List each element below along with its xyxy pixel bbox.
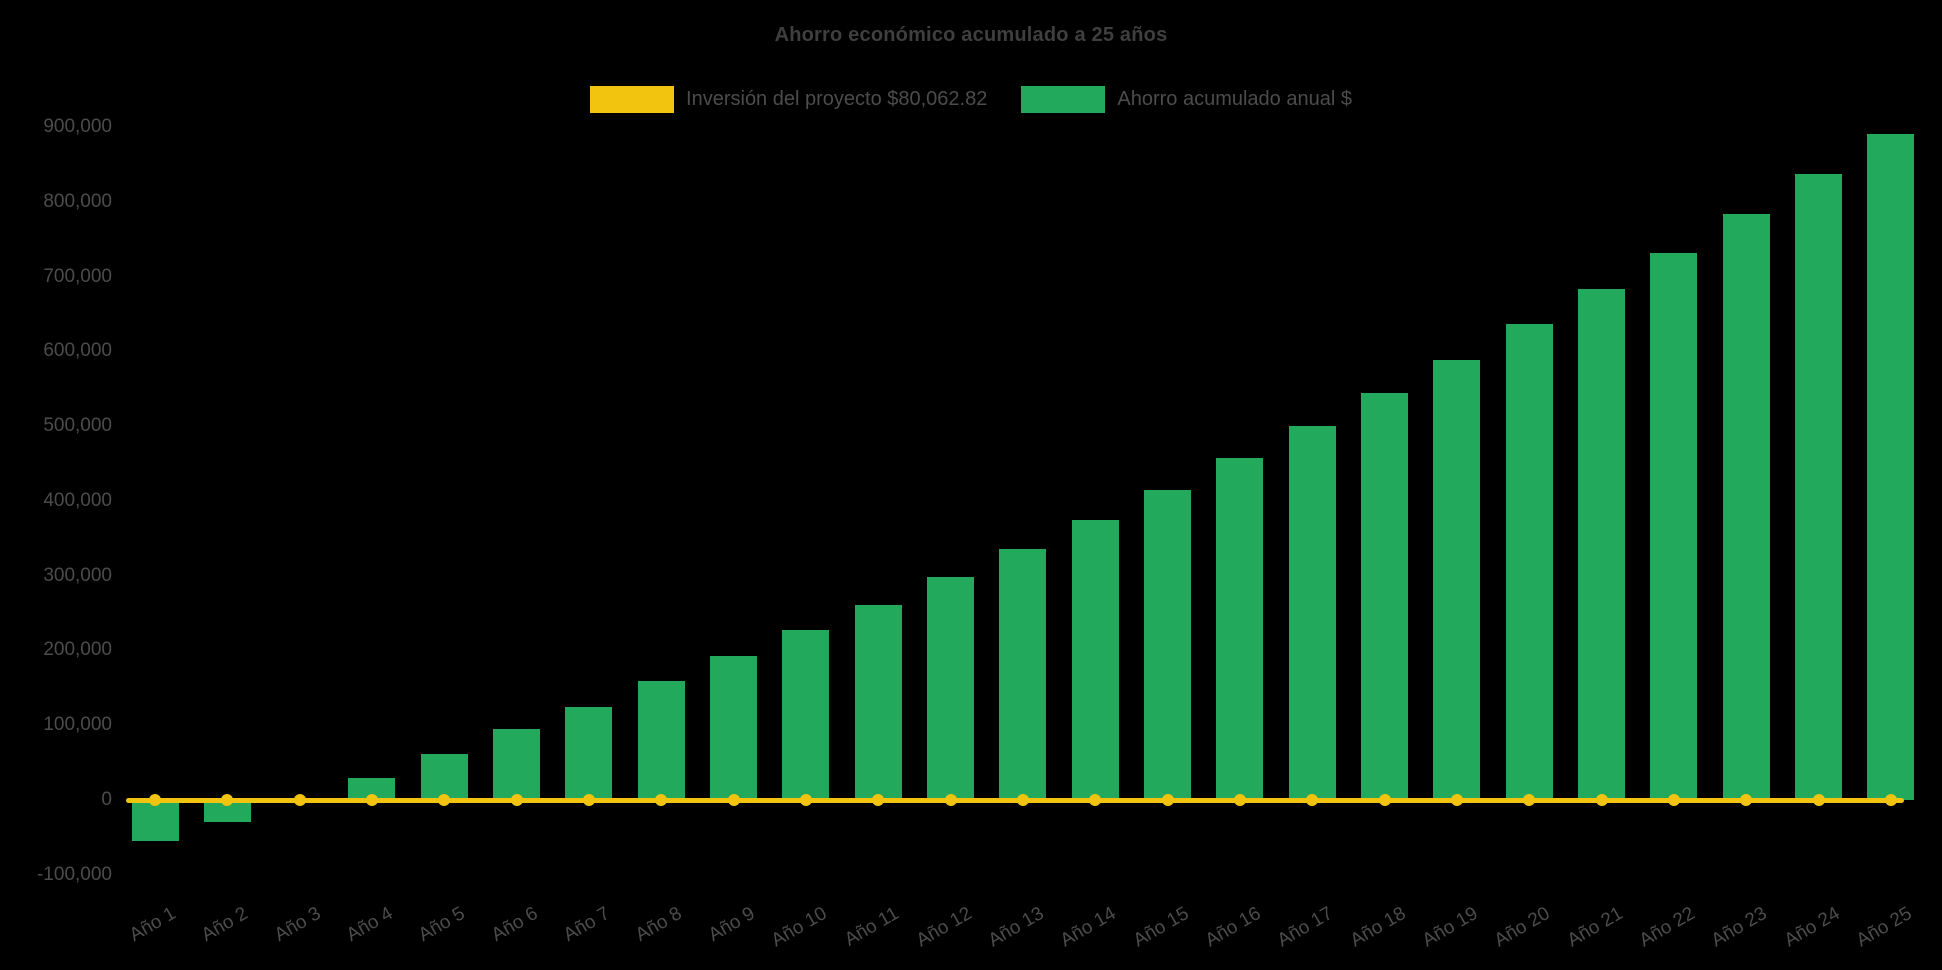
investment-line-marker[interactable]	[438, 794, 451, 806]
bar-año-14[interactable]	[1071, 520, 1119, 800]
bar-año-21[interactable]	[1578, 288, 1626, 800]
investment-line-marker[interactable]	[1161, 794, 1174, 806]
investment-line-marker[interactable]	[1233, 794, 1246, 806]
investment-line-marker[interactable]	[1378, 794, 1391, 806]
legend-item-savings[interactable]: Ahorro acumulado anual $	[1021, 86, 1352, 113]
investment-line-marker[interactable]	[1306, 794, 1319, 806]
bar-año-18[interactable]	[1361, 393, 1409, 800]
legend-label-investment: Inversión del proyecto $80,062.82	[686, 88, 988, 110]
investment-line-marker[interactable]	[944, 794, 957, 806]
legend-item-investment[interactable]: Inversión del proyecto $80,062.82	[590, 86, 987, 113]
bar-año-2[interactable]	[203, 800, 251, 823]
investment-line-marker[interactable]	[1089, 794, 1102, 806]
investment-line[interactable]	[126, 797, 1904, 803]
legend-swatch-savings-icon	[1021, 86, 1106, 113]
bar-año-19[interactable]	[1433, 359, 1481, 800]
y-axis-label: 900,000	[43, 116, 112, 137]
investment-line-marker[interactable]	[582, 794, 595, 806]
bar-año-22[interactable]	[1650, 252, 1698, 800]
bar-año-9[interactable]	[710, 656, 758, 800]
bar-año-7[interactable]	[565, 706, 613, 800]
bar-año-10[interactable]	[782, 630, 830, 800]
y-axis-label: 300,000	[43, 564, 112, 586]
bar-año-25[interactable]	[1867, 134, 1915, 800]
bar-año-24[interactable]	[1795, 174, 1843, 800]
legend: Inversión del proyecto $80,062.82 Ahorro…	[0, 86, 1942, 113]
bar-año-8[interactable]	[637, 681, 685, 800]
bar-año-1[interactable]	[131, 800, 179, 842]
y-axis-label: 500,000	[43, 415, 112, 437]
investment-line-marker[interactable]	[799, 794, 812, 806]
y-axis-label: 0	[101, 789, 112, 810]
investment-line-marker[interactable]	[149, 794, 161, 806]
y-axis-label: 200,000	[43, 639, 112, 661]
investment-line-marker[interactable]	[1740, 794, 1753, 806]
bar-año-16[interactable]	[1216, 458, 1264, 800]
bar-año-23[interactable]	[1722, 213, 1770, 800]
bar-año-5[interactable]	[420, 754, 468, 800]
legend-label-savings: Ahorro acumulado anual $	[1117, 88, 1352, 110]
y-axis-label: 400,000	[43, 489, 112, 511]
investment-line-marker[interactable]	[655, 794, 668, 806]
y-axis-label: 700,000	[43, 265, 112, 287]
bar-año-13[interactable]	[999, 549, 1047, 800]
y-axis-label: 800,000	[43, 190, 112, 212]
investment-line-marker[interactable]	[1812, 794, 1825, 806]
investment-line-marker[interactable]	[1884, 794, 1897, 806]
y-axis-label: -100,000	[36, 863, 112, 885]
bar-año-4[interactable]	[348, 777, 396, 800]
investment-line-marker[interactable]	[510, 794, 523, 806]
bar-año-11[interactable]	[854, 604, 902, 800]
investment-line-marker[interactable]	[221, 794, 234, 806]
investment-line-marker[interactable]	[872, 794, 885, 806]
bar-año-15[interactable]	[1144, 490, 1192, 800]
investment-line-marker[interactable]	[1450, 794, 1463, 806]
y-axis-label: 600,000	[43, 340, 112, 362]
investment-line-marker[interactable]	[727, 794, 740, 806]
investment-line-marker[interactable]	[1523, 794, 1536, 806]
investment-line-marker[interactable]	[1016, 794, 1029, 806]
investment-line-marker[interactable]	[1667, 794, 1680, 806]
legend-swatch-investment-icon	[590, 86, 675, 113]
bar-año-6[interactable]	[493, 728, 541, 800]
investment-line-marker[interactable]	[293, 794, 306, 806]
bar-año-12[interactable]	[927, 577, 975, 800]
y-axis-label: 100,000	[43, 714, 112, 736]
bar-año-20[interactable]	[1505, 324, 1553, 800]
investment-line-marker[interactable]	[365, 794, 378, 806]
bar-año-17[interactable]	[1288, 426, 1336, 800]
investment-line-marker[interactable]	[1595, 794, 1608, 806]
chart-title: Ahorro económico acumulado a 25 años	[774, 24, 1168, 46]
